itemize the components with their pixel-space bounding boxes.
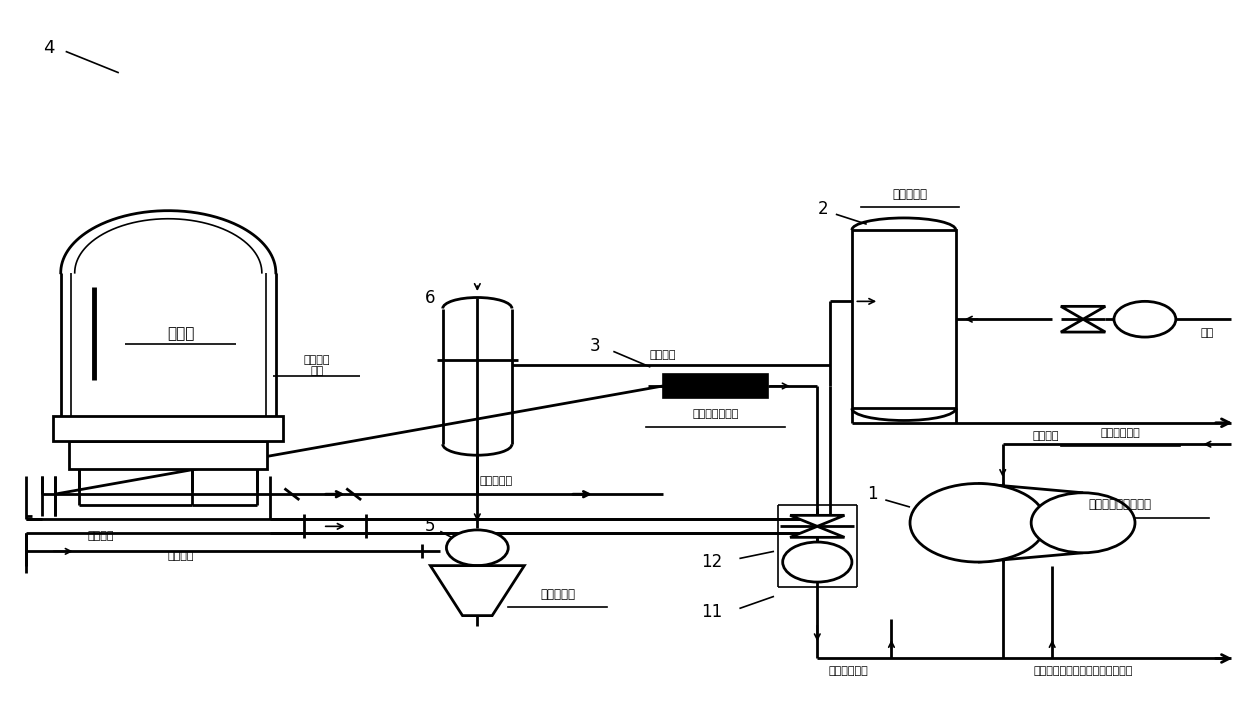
Circle shape [1031, 493, 1135, 553]
Text: 还原尾气: 还原尾气 [649, 350, 676, 360]
Text: TC: TC [1139, 314, 1151, 324]
Bar [663, 374, 768, 398]
Text: 原料混合气: 原料混合气 [479, 476, 513, 486]
Bar [69, 441, 268, 469]
Text: 气相三氯氢硅: 气相三氯氢硅 [829, 666, 869, 676]
Text: 11: 11 [701, 603, 722, 621]
Text: FC: FC [812, 557, 824, 567]
Text: 还原尾气: 还原尾气 [87, 531, 114, 541]
Text: 4: 4 [42, 39, 55, 57]
Text: 供其他还原炉使用的气相三氯氢硅: 供其他还原炉使用的气相三氯氢硅 [1033, 666, 1132, 676]
Circle shape [909, 483, 1046, 562]
Text: 12: 12 [701, 553, 722, 571]
Polygon shape [790, 526, 845, 537]
Text: 5: 5 [425, 518, 436, 536]
Text: 氢气: 氢气 [1201, 328, 1213, 338]
Bar [53, 416, 284, 441]
Text: 还原尾气: 还原尾气 [167, 551, 193, 561]
Text: 尾气缓冲
储罐: 尾气缓冲 储罐 [304, 355, 330, 376]
Text: 2: 2 [818, 199, 829, 217]
Text: 管道静态混合器: 管道静态混合器 [693, 409, 738, 419]
Circle shape [783, 542, 852, 582]
Text: 三氯氢硅集中气化器: 三氯氢硅集中气化器 [1089, 498, 1152, 511]
Text: 硅粉过滤器: 硅粉过滤器 [540, 588, 575, 601]
Polygon shape [790, 516, 845, 526]
Text: 3: 3 [590, 337, 600, 355]
Circle shape [1114, 301, 1176, 337]
Text: 6: 6 [425, 289, 436, 307]
Text: 还原炉: 还原炉 [167, 326, 195, 341]
Polygon shape [430, 566, 524, 616]
Polygon shape [1061, 319, 1105, 332]
Circle shape [446, 530, 508, 566]
Text: 液相三氯氢硅: 液相三氯氢硅 [1100, 429, 1140, 439]
Bar [852, 230, 955, 409]
Text: 1: 1 [867, 485, 878, 503]
Text: 还原尾气: 还原尾气 [1033, 431, 1059, 441]
Polygon shape [1061, 306, 1105, 319]
Text: 氢气预热器: 氢气预热器 [892, 188, 928, 201]
